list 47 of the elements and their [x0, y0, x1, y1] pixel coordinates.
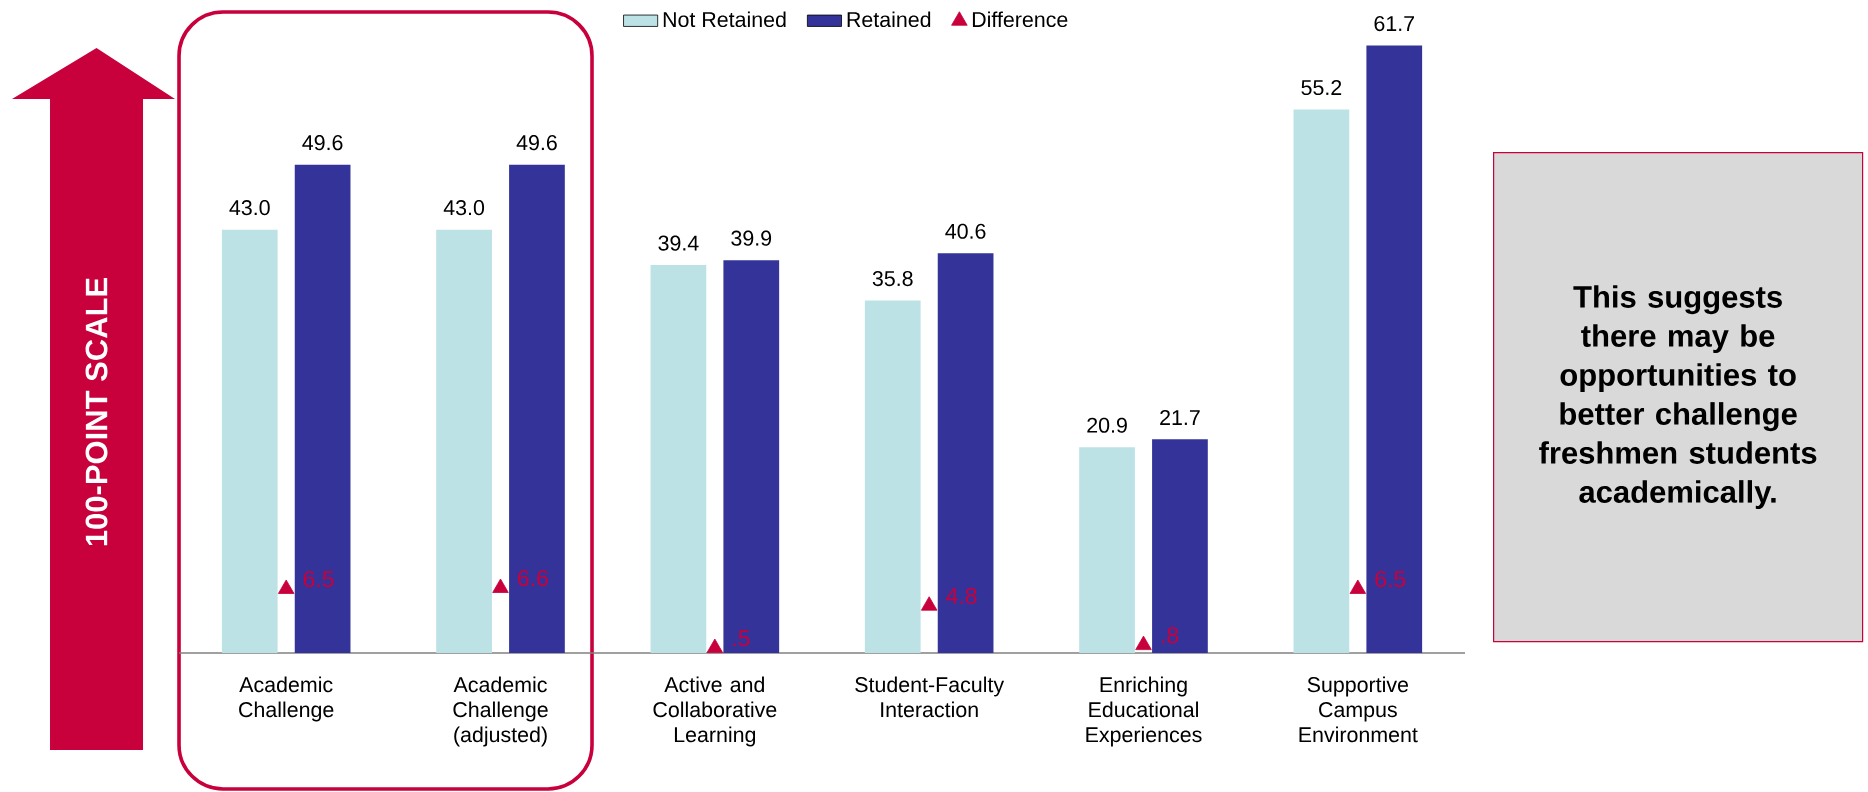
bar: [864, 300, 921, 653]
data-label: 4.8: [946, 587, 977, 604]
data-label: 61.7: [1374, 15, 1415, 32]
data-label: 35.8: [872, 270, 913, 287]
x-tick-label: Supportive Campus Environment: [1299, 676, 1418, 743]
point: [706, 638, 724, 653]
legend-label: Retained: [847, 11, 931, 28]
data-label: 49.6: [302, 135, 343, 151]
x-tick-label: Academic Challenge (adjusted): [453, 676, 548, 747]
bar: [221, 229, 278, 653]
point: [492, 578, 509, 593]
bar: [1152, 439, 1208, 653]
data-label: 43.0: [229, 200, 270, 216]
data-label: 49.6: [516, 135, 557, 151]
data-label: 6.5: [303, 570, 334, 588]
bar: [1079, 447, 1135, 653]
data-label: 21.7: [1160, 410, 1200, 425]
x-tick-label: Student-Faculty Interaction: [855, 676, 1005, 718]
bar: [509, 164, 565, 653]
data-label: 43.0: [443, 200, 485, 216]
text: This suggests there may be opportunities to better challenge freshmen students academically.: [1539, 285, 1817, 510]
bar: [1293, 109, 1350, 653]
point: [277, 579, 295, 594]
bar: [436, 229, 492, 653]
point: [1135, 635, 1152, 651]
data-label: 6.6: [518, 569, 548, 587]
legend-label: Difference: [972, 11, 1068, 28]
data-label: 40.6: [945, 223, 986, 239]
x-tick-label: Active and Collaborative Learning: [653, 676, 777, 747]
x-tick-label: Academic Challenge: [239, 676, 334, 722]
data-label: 6.5: [1375, 570, 1406, 588]
bar: [294, 164, 351, 653]
data-label: 39.4: [658, 235, 699, 251]
legend-label: Not Retained: [663, 11, 786, 28]
data-label: .5: [733, 630, 750, 647]
data-label: 55.2: [1301, 79, 1342, 96]
text: 100-POINT SCALE: [85, 278, 108, 546]
data-label: 39.9: [731, 230, 772, 246]
bar: [1366, 45, 1423, 653]
bar: [937, 253, 994, 653]
bar: [650, 265, 707, 653]
data-label: 20.9: [1087, 417, 1127, 433]
point: [920, 596, 938, 611]
point: [1349, 579, 1367, 594]
bar: [723, 260, 780, 653]
x-tick-label: Enriching Educational Experiences: [1086, 676, 1202, 747]
data-label: .8: [1162, 627, 1179, 644]
